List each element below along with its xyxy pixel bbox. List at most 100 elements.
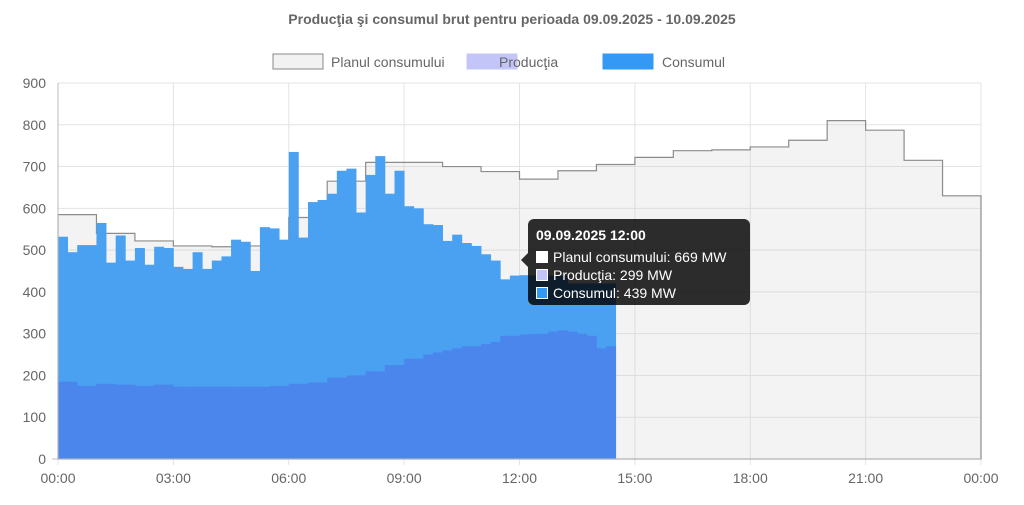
- production-bar: [529, 334, 540, 459]
- production-bar: [567, 331, 578, 459]
- production-bar: [317, 382, 328, 459]
- production-bar: [548, 331, 559, 459]
- consumption-bar: [115, 235, 126, 459]
- production-bar: [192, 386, 203, 459]
- tooltip-row-plan: Planul consumului: 669 MW: [536, 248, 742, 266]
- y-tick-label: 0: [38, 451, 46, 467]
- production-bar: [134, 385, 145, 459]
- x-tick-label: 12:00: [502, 470, 537, 486]
- production-bar: [77, 385, 88, 459]
- legend-label-1: Producţia: [499, 54, 558, 70]
- consumption-bar: [327, 193, 338, 459]
- production-bar: [182, 386, 194, 459]
- production-bar: [259, 386, 270, 459]
- consumption-bar: [77, 245, 88, 459]
- tooltip-title: 09.09.2025 12:00: [536, 227, 646, 243]
- production-bar: [163, 384, 174, 459]
- consumption-bar: [67, 252, 78, 459]
- tooltip-row-production: Producţia: 299 MW: [536, 266, 742, 284]
- consumption-bar: [423, 224, 434, 459]
- production-bar: [365, 371, 376, 459]
- legend-label-2: Consumul: [662, 54, 725, 70]
- y-tick-label: 300: [23, 326, 47, 342]
- production-bar: [596, 348, 607, 459]
- production-bar: [115, 384, 126, 459]
- production-bar: [173, 386, 184, 459]
- consumption-bar: [356, 212, 367, 459]
- production-bar: [86, 385, 97, 459]
- production-bar: [202, 386, 213, 459]
- production-bar: [538, 333, 549, 459]
- tooltip-label-production: Producţia: 299 MW: [553, 267, 673, 283]
- consumption-bar: [240, 241, 251, 459]
- production-bar: [125, 384, 136, 459]
- x-tick-label: 18:00: [733, 470, 768, 486]
- consumption-bar: [298, 237, 309, 459]
- production-bar: [58, 381, 69, 459]
- y-tick-label: 900: [23, 75, 47, 91]
- consumption-bar: [86, 245, 97, 459]
- consumption-bar: [58, 236, 69, 459]
- production-bar: [327, 377, 338, 459]
- production-bar: [432, 352, 443, 459]
- chart-tooltip: 09.09.2025 12:00 Planul consumului: 669 …: [521, 219, 750, 305]
- production-bar: [413, 358, 424, 459]
- consumption-bar: [384, 193, 395, 459]
- consumption-bar: [211, 260, 222, 459]
- x-tick-label: 15:00: [617, 470, 652, 486]
- production-bar: [490, 342, 501, 459]
- x-tick-label: 09:00: [387, 470, 422, 486]
- y-tick-label: 400: [23, 284, 47, 300]
- consumption-bar: [394, 170, 405, 459]
- production-bar: [231, 386, 242, 459]
- consumption-bar: [221, 256, 232, 459]
- consumption-bar: [134, 248, 145, 459]
- production-bar: [279, 385, 290, 459]
- production-bar: [221, 386, 232, 459]
- production-bar: [375, 371, 386, 459]
- x-tick-label: 00:00: [40, 470, 75, 486]
- x-tick-label: 00:00: [963, 470, 998, 486]
- consumption-bar: [125, 260, 136, 459]
- legend-swatch-2: [602, 53, 654, 70]
- consumption-bar: [432, 225, 443, 459]
- production-bar: [144, 385, 155, 459]
- consumption-bar: [442, 240, 453, 459]
- consumption-bar: [163, 248, 174, 459]
- x-tick-label: 03:00: [156, 470, 191, 486]
- production-bar: [423, 354, 434, 459]
- consumption-bar: [106, 262, 117, 459]
- y-tick-label: 700: [23, 159, 47, 175]
- production-bar: [577, 333, 588, 459]
- consumption-bar: [182, 268, 194, 459]
- production-bar: [67, 381, 78, 459]
- consumption-bar: [317, 199, 328, 459]
- consumption-bar: [269, 228, 280, 459]
- chart-title: Producţia şi consumul brut pentru perioa…: [288, 11, 736, 27]
- production-bar: [519, 334, 530, 459]
- production-bar: [394, 365, 405, 459]
- y-tick-label: 500: [23, 242, 47, 258]
- production-bar: [461, 346, 472, 459]
- consumption-bar: [346, 168, 357, 459]
- production-bar: [500, 335, 511, 459]
- consumption-bar: [144, 264, 155, 459]
- consumption-bar: [307, 202, 318, 460]
- consumption-bar: [288, 151, 299, 459]
- consumption-bar: [96, 222, 107, 459]
- production-bar: [356, 375, 367, 459]
- production-bar: [481, 344, 492, 459]
- production-bar: [240, 386, 251, 459]
- consumption-bar: [192, 252, 203, 459]
- consumption-bar: [154, 246, 165, 459]
- tooltip-label-consumption: Consumul: 439 MW: [553, 285, 676, 301]
- y-tick-label: 600: [23, 200, 47, 216]
- legend-label-0: Planul consumului: [331, 54, 445, 70]
- production-bar: [509, 335, 520, 459]
- production-bar: [404, 358, 415, 459]
- consumption-bar: [259, 227, 270, 459]
- y-tick-label: 100: [23, 409, 47, 425]
- consumption-bar: [336, 170, 347, 459]
- consumption-bar: [202, 268, 213, 459]
- production-bar: [298, 383, 309, 459]
